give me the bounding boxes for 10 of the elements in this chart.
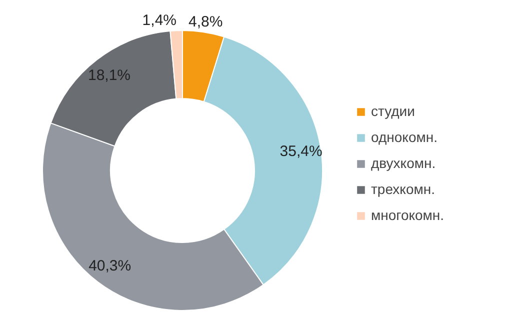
- legend-label: студии: [371, 103, 415, 119]
- data-label: 1,4%: [142, 12, 177, 30]
- legend-label: однокомн.: [371, 129, 438, 145]
- data-label: 4,8%: [188, 14, 223, 31]
- legend-label: двухкомн.: [371, 155, 436, 171]
- data-label: 18,1%: [88, 66, 131, 84]
- data-label: 40,3%: [88, 258, 132, 275]
- data-label: 35,4%: [280, 143, 322, 160]
- legend-label: трехкомн.: [371, 181, 435, 197]
- legend-label: многокомн.: [371, 207, 444, 223]
